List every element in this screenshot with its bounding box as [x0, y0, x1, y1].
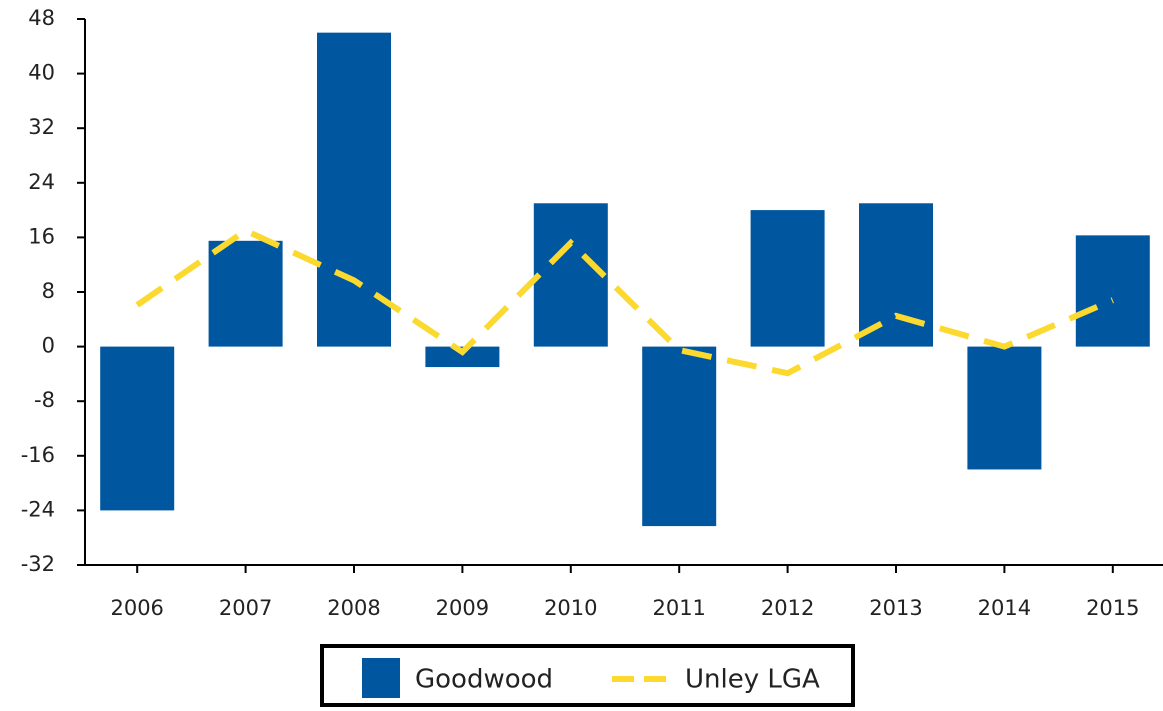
- y-tick-label: -32: [21, 552, 55, 576]
- bar: [100, 346, 175, 511]
- y-tick-label: 40: [28, 61, 55, 85]
- y-tick-label: 16: [28, 224, 55, 248]
- x-tick-label: 2013: [869, 596, 922, 620]
- line: [135, 227, 1114, 377]
- bar: [533, 203, 608, 347]
- legend-box: [320, 644, 855, 707]
- x-tick-label: 2012: [761, 596, 814, 620]
- y-tick-label: 24: [28, 170, 55, 194]
- y-tick-label: 48: [28, 6, 55, 30]
- y-tick-label: 32: [28, 115, 55, 139]
- y-tick-label: 0: [42, 334, 55, 358]
- x-tick-label: 2014: [978, 596, 1031, 620]
- y-tick-label: -24: [21, 497, 55, 521]
- y-tick-label: 8: [42, 279, 55, 303]
- bar: [967, 346, 1042, 470]
- bar: [1075, 235, 1150, 347]
- x-tick-label: 2010: [544, 596, 597, 620]
- x-tick-label: 2015: [1086, 596, 1139, 620]
- y-tick-label: -16: [21, 443, 55, 467]
- x-tick-label: 2008: [327, 596, 380, 620]
- bar: [208, 240, 283, 347]
- legend-swatch: [362, 658, 400, 698]
- legend-label: Goodwood: [415, 665, 553, 695]
- x-tick-label: 2006: [110, 596, 163, 620]
- y-tick-label: -8: [34, 388, 55, 412]
- bar: [642, 346, 717, 527]
- x-tick-label: 2007: [219, 596, 272, 620]
- bar: [425, 346, 500, 368]
- x-tick-label: 2009: [436, 596, 489, 620]
- legend-label: Unley LGA: [685, 665, 820, 695]
- bar: [750, 210, 825, 347]
- x-tick-label: 2011: [652, 596, 705, 620]
